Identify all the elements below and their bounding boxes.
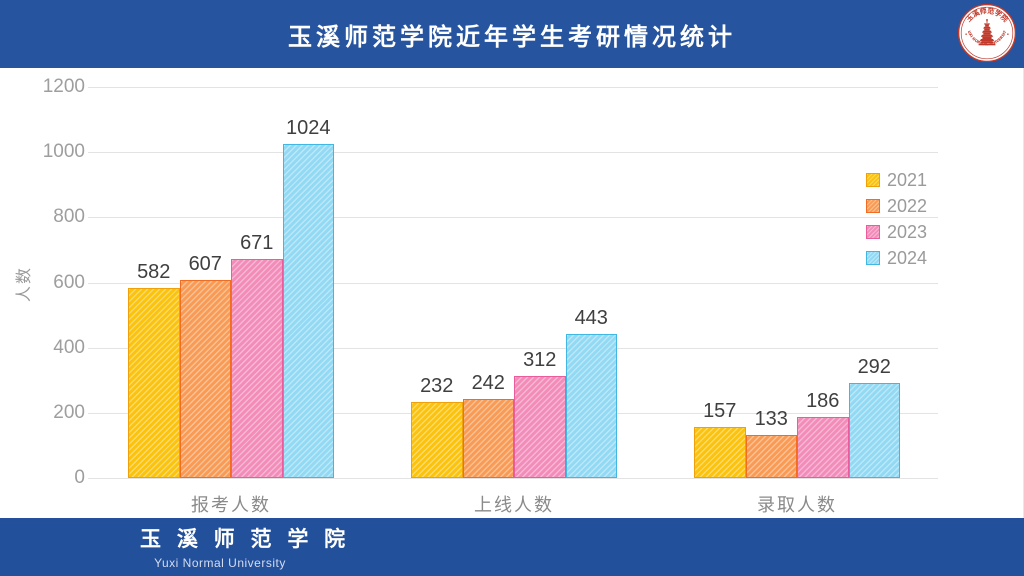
legend-swatch-2023	[866, 225, 880, 239]
bar-2023-录取人数	[797, 417, 849, 478]
slide-footer: 玉 溪 师 范 学 院 Yuxi Normal University	[0, 518, 1024, 576]
data-label-2023-上线人数: 312	[523, 349, 557, 372]
pagoda-icon	[978, 19, 996, 46]
bar-2022-上线人数	[462, 399, 514, 478]
data-label-2021-上线人数: 232	[420, 375, 454, 398]
category-label-上线人数: 上线人数	[474, 495, 554, 515]
category-label-报考人数: 报考人数	[191, 495, 271, 515]
gridline-1000	[88, 152, 938, 154]
legend-swatch-2022	[866, 199, 880, 213]
bar-2021-报考人数	[128, 288, 180, 478]
category-label-录取人数: 录取人数	[757, 495, 837, 515]
bar-2022-录取人数	[745, 434, 797, 478]
data-label-2021-录取人数: 157	[703, 399, 737, 422]
bar-2023-报考人数	[231, 259, 283, 478]
bar-2024-报考人数	[282, 144, 334, 478]
bar-chart: 人数 2021 2022 2023 2024 0 200 400 600 800 1000 120…	[0, 68, 1024, 518]
legend-item-2024: 2024	[866, 245, 927, 271]
data-label-2022-报考人数: 607	[188, 253, 222, 276]
slide-title: 玉溪师范学院近年学生考研情况统计	[288, 23, 736, 51]
legend-swatch-2024	[866, 251, 880, 265]
y-tick-label: 1200	[42, 76, 85, 97]
gridline-0	[88, 478, 938, 479]
footer-org-name-en: Yuxi Normal University	[154, 556, 286, 570]
y-tick-label: 1000	[42, 141, 85, 163]
gridline-600	[88, 282, 938, 284]
bar-2021-录取人数	[694, 426, 746, 478]
legend-item-2022: 2022	[866, 193, 927, 219]
footer-organization: 玉 溪 师 范 学 院 Yuxi Normal University	[140, 523, 351, 570]
bar-2022-报考人数	[179, 280, 231, 478]
data-label-2024-上线人数: 443	[574, 306, 608, 329]
y-tick-label: 600	[53, 271, 85, 293]
y-tick-label: 400	[53, 336, 85, 358]
data-label-2022-上线人数: 242	[471, 372, 505, 395]
footer-org-name-zh: 玉 溪 师 范 学 院	[140, 528, 351, 551]
university-logo: 玉溪师范学院 YUXI NORMAL UNIVERSITY	[956, 1, 1017, 63]
data-label-2022-录取人数: 133	[754, 407, 788, 430]
university-seal-icon: 玉溪师范学院 YUXI NORMAL UNIVERSITY	[956, 1, 1017, 63]
legend-label-2021: 2021	[887, 169, 928, 190]
bar-2024-录取人数	[848, 382, 900, 478]
y-tick-label: 200	[53, 401, 85, 423]
chart-legend: 2021 2022 2023 2024	[866, 167, 927, 271]
gridline-1200	[88, 87, 938, 88]
y-tick-label: 800	[53, 206, 85, 228]
legend-label-2024: 2024	[887, 247, 928, 268]
bar-2024-上线人数	[565, 333, 617, 478]
y-tick-label: 0	[74, 467, 85, 488]
data-label-2023-报考人数: 671	[240, 232, 274, 255]
legend-swatch-2021	[866, 173, 880, 187]
data-label-2024-录取人数: 292	[857, 355, 891, 378]
gridline-800	[88, 217, 938, 219]
slide-header: 玉溪师范学院近年学生考研情况统计 玉溪师范学院 YUXI NORMAL UNIV…	[0, 0, 1024, 68]
bar-2023-上线人数	[514, 376, 566, 478]
legend-label-2022: 2022	[887, 195, 928, 216]
legend-item-2021: 2021	[866, 167, 927, 193]
data-label-2023-录取人数: 186	[806, 390, 840, 413]
bar-2021-上线人数	[411, 402, 463, 478]
data-label-2021-报考人数: 582	[137, 261, 171, 284]
legend-label-2023: 2023	[887, 221, 928, 242]
legend-item-2023: 2023	[866, 219, 927, 245]
data-label-2024-报考人数: 1024	[286, 117, 331, 140]
gridline-400	[88, 347, 938, 349]
